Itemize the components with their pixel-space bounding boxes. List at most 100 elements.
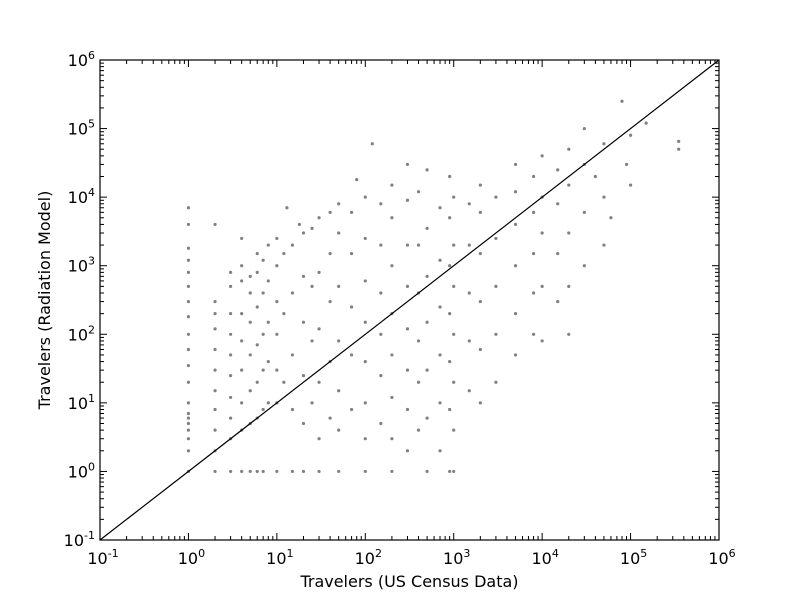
data-point <box>301 421 306 426</box>
data-point <box>213 222 217 227</box>
data-point <box>513 162 518 167</box>
data-point <box>290 291 295 295</box>
data-point <box>213 347 217 352</box>
data-point <box>186 299 191 304</box>
data-point <box>405 368 410 372</box>
data-point <box>337 389 341 393</box>
data-point <box>301 373 306 378</box>
x-tick-label: 103 <box>443 547 470 568</box>
data-point <box>452 195 456 199</box>
y-tick-label: 100 <box>68 460 95 481</box>
data-point <box>425 416 429 420</box>
data-point <box>186 437 191 441</box>
data-point <box>317 216 321 220</box>
data-point <box>186 270 191 274</box>
data-point <box>531 291 536 295</box>
data-point <box>582 210 586 214</box>
data-point <box>261 368 265 372</box>
data-point <box>255 469 259 474</box>
data-point <box>186 380 191 384</box>
data-point <box>602 243 606 247</box>
data-point <box>438 449 442 453</box>
data-point <box>478 401 482 405</box>
data-point <box>567 231 571 235</box>
data-point <box>266 279 270 283</box>
data-point <box>248 353 252 357</box>
data-point <box>213 327 217 331</box>
data-point <box>275 236 279 241</box>
data-point <box>337 231 341 235</box>
data-point <box>416 428 421 432</box>
data-point <box>556 299 560 304</box>
data-point <box>240 312 244 316</box>
data-point <box>513 312 518 316</box>
data-point <box>255 252 259 256</box>
data-point <box>186 449 191 453</box>
data-point <box>677 147 681 151</box>
data-point <box>452 284 456 288</box>
data-point <box>282 252 286 256</box>
data-point <box>317 327 321 331</box>
data-point <box>328 416 332 420</box>
data-point <box>229 284 233 288</box>
x-tick-label: 102 <box>355 547 382 568</box>
data-point <box>261 407 265 412</box>
data-point <box>425 469 429 474</box>
data-point <box>452 469 456 474</box>
data-point <box>186 363 191 368</box>
axis-tick-labels: 10-1 100 101 102 103 104 105 106 10-1 100 101 102 10… <box>64 49 736 568</box>
data-point <box>240 401 244 405</box>
data-point <box>620 99 624 103</box>
data-point <box>213 299 217 304</box>
data-point <box>478 210 482 214</box>
data-point <box>248 469 252 474</box>
data-point <box>229 416 233 420</box>
data-point <box>556 168 560 172</box>
data-point <box>582 264 586 268</box>
data-point <box>240 279 244 283</box>
data-point <box>290 407 295 412</box>
data-point <box>337 428 341 432</box>
data-point <box>567 147 571 151</box>
data-point <box>363 320 367 324</box>
data-point <box>425 274 429 278</box>
data-point <box>556 202 560 206</box>
data-point <box>186 258 191 262</box>
data-point <box>349 305 354 309</box>
data-point <box>229 395 233 400</box>
data-point <box>275 469 279 474</box>
data-point <box>337 284 341 288</box>
data-point <box>363 236 367 241</box>
data-point <box>390 437 394 441</box>
data-point <box>540 231 544 235</box>
data-point <box>275 332 279 336</box>
data-point <box>186 416 191 420</box>
y-tick-label: 102 <box>68 323 95 344</box>
data-point <box>379 202 383 206</box>
data-point <box>540 154 544 158</box>
data-point <box>337 202 341 206</box>
data-point <box>261 332 265 336</box>
y-tick-label: 105 <box>68 118 95 139</box>
data-point <box>390 469 394 474</box>
y-axis-label: Travelers (Radiation Model) <box>35 191 54 411</box>
data-point <box>405 407 410 412</box>
data-point <box>567 332 571 336</box>
data-point <box>255 380 259 384</box>
data-point <box>317 380 321 384</box>
data-point <box>240 368 244 372</box>
data-point <box>301 274 306 278</box>
data-point <box>282 312 286 316</box>
data-point <box>438 353 442 357</box>
y-tick-label: 101 <box>68 392 95 413</box>
data-point <box>448 469 452 474</box>
data-point <box>467 243 471 247</box>
data-point <box>448 216 452 220</box>
data-point <box>229 312 233 316</box>
data-point <box>266 320 270 324</box>
data-point <box>438 305 442 309</box>
data-point <box>405 162 410 167</box>
data-point <box>628 133 633 137</box>
data-point <box>425 320 429 324</box>
